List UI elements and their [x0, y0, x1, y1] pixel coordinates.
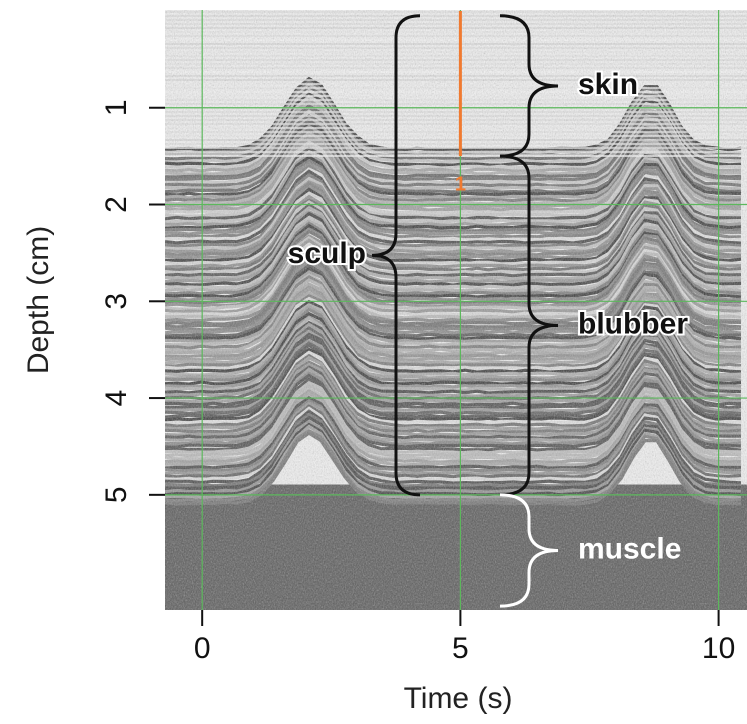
y-tick-label: 3 — [100, 293, 133, 310]
brace — [499, 14, 559, 158]
brace-label: sculp — [288, 237, 366, 270]
ultrasound-image — [165, 10, 747, 610]
brace — [499, 154, 559, 497]
image-noise — [165, 10, 747, 610]
marker-label: 1 — [455, 173, 466, 195]
brace-label: skin — [578, 68, 638, 101]
y-tick-label: 4 — [100, 390, 133, 407]
brace-label: blubber — [578, 307, 688, 340]
brace — [371, 14, 421, 497]
y-tick-label: 2 — [100, 196, 133, 213]
y-tick-label: 1 — [100, 99, 133, 116]
brace — [499, 493, 559, 608]
x-axis-title: Time (s) — [404, 682, 513, 715]
x-tick-label: 5 — [452, 632, 469, 665]
x-tick-label: 0 — [194, 632, 211, 665]
y-tick-label: 5 — [100, 486, 133, 503]
x-tick-label: 10 — [702, 632, 735, 665]
brace-label: muscle — [578, 532, 681, 565]
y-axis-title: Depth (cm) — [22, 226, 55, 374]
